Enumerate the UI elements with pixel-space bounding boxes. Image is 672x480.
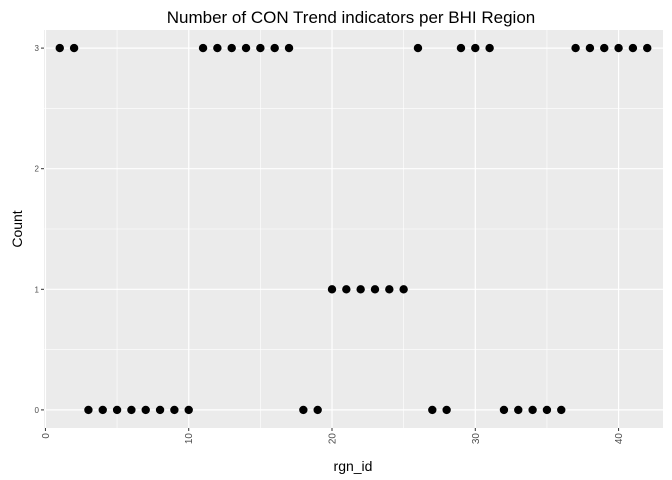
chart-title: Number of CON Trend indicators per BHI R… — [167, 8, 536, 27]
data-point — [155, 405, 165, 415]
data-point — [471, 43, 480, 53]
x-tick-label: 20 — [328, 433, 339, 445]
data-point — [84, 405, 93, 415]
data-point — [399, 285, 408, 294]
data-point — [342, 285, 351, 294]
data-point — [69, 43, 79, 53]
data-point — [356, 285, 365, 294]
data-point — [241, 43, 251, 53]
x-axis: 0 10 20 30 40 — [41, 428, 625, 444]
x-tick-label: 40 — [614, 433, 625, 445]
data-point — [614, 43, 623, 53]
data-point — [442, 405, 451, 415]
y-axis-title: Count — [9, 210, 25, 247]
data-point — [628, 43, 638, 53]
data-point — [256, 43, 265, 53]
y-tick-label: 2 — [35, 165, 40, 174]
y-tick-label: 3 — [35, 44, 40, 53]
data-point — [585, 43, 595, 53]
data-point — [313, 405, 322, 415]
data-point — [385, 285, 394, 294]
data-point — [413, 43, 423, 53]
data-point — [284, 43, 294, 53]
data-point — [370, 285, 380, 294]
data-point — [499, 405, 509, 415]
data-point — [141, 405, 150, 415]
data-point — [327, 285, 337, 294]
data-point — [98, 405, 107, 415]
data-point — [127, 405, 136, 415]
x-axis-title: rgn_id — [334, 458, 373, 474]
data-point — [227, 43, 236, 53]
data-point — [213, 43, 222, 53]
data-point — [299, 405, 308, 415]
data-point — [600, 43, 609, 53]
data-point — [514, 405, 523, 415]
data-point — [170, 405, 179, 415]
y-tick-label: 1 — [35, 285, 40, 294]
x-tick-label: 0 — [41, 433, 52, 439]
data-point — [198, 43, 208, 53]
data-point — [428, 405, 437, 415]
x-tick-label: 10 — [184, 433, 195, 445]
y-axis: 0 1 2 3 — [35, 44, 44, 415]
data-point — [528, 405, 537, 415]
data-point — [270, 43, 279, 53]
data-points — [55, 43, 652, 415]
data-point — [542, 405, 552, 415]
data-point — [55, 43, 64, 53]
data-point — [485, 43, 494, 53]
data-point — [643, 43, 652, 53]
data-point — [557, 405, 566, 415]
data-point — [184, 405, 193, 415]
x-tick-label: 30 — [471, 433, 482, 445]
data-point — [456, 43, 466, 53]
data-point — [571, 43, 580, 53]
data-point — [112, 405, 122, 415]
y-tick-label: 0 — [35, 406, 40, 415]
